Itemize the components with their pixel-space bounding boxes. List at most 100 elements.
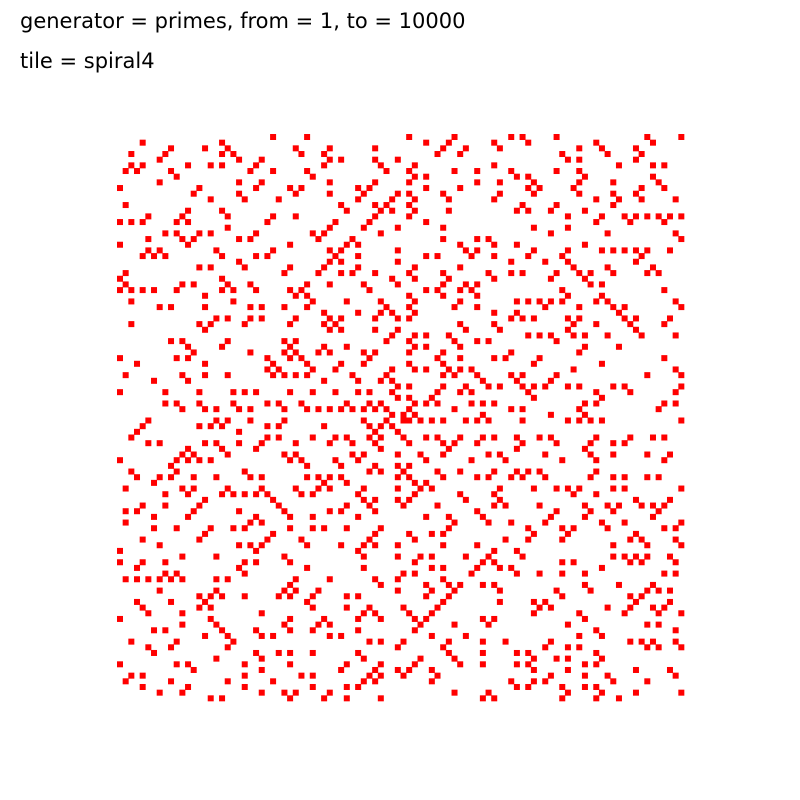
prime-cell bbox=[168, 678, 175, 685]
prime-cell bbox=[666, 553, 673, 560]
prime-cell bbox=[530, 383, 537, 390]
prime-cell bbox=[428, 666, 435, 673]
prime-cell bbox=[298, 672, 305, 679]
prime-cell bbox=[321, 479, 328, 486]
prime-cell bbox=[355, 627, 362, 634]
prime-cell bbox=[253, 491, 260, 498]
prime-cell bbox=[406, 610, 413, 617]
prime-cell bbox=[343, 207, 350, 214]
prime-cell bbox=[678, 610, 685, 617]
prime-cell bbox=[162, 400, 169, 407]
prime-cell bbox=[462, 326, 469, 333]
prime-cell bbox=[162, 570, 169, 577]
prime-cell bbox=[360, 678, 367, 685]
prime-cell bbox=[326, 349, 333, 356]
prime-cell bbox=[190, 281, 197, 288]
prime-cell bbox=[491, 559, 498, 566]
prime-cell bbox=[417, 553, 424, 560]
prime-cell bbox=[587, 440, 594, 447]
prime-cell bbox=[321, 615, 328, 622]
prime-cell bbox=[315, 485, 322, 492]
prime-cell bbox=[394, 281, 401, 288]
prime-cell bbox=[655, 270, 662, 277]
prime-cell bbox=[655, 610, 662, 617]
prime-cell bbox=[581, 502, 588, 509]
prime-cell bbox=[258, 304, 265, 311]
prime-cell bbox=[389, 207, 396, 214]
prime-cell bbox=[270, 678, 277, 685]
prime-cell bbox=[219, 287, 226, 294]
prime-cell bbox=[457, 491, 464, 498]
prime-cell bbox=[547, 230, 554, 237]
prime-cell bbox=[491, 434, 498, 441]
prime-cell bbox=[287, 264, 294, 271]
prime-cell bbox=[587, 451, 594, 458]
prime-cell bbox=[343, 434, 350, 441]
prime-cell bbox=[581, 661, 588, 668]
prime-cell bbox=[281, 406, 288, 413]
prime-cell bbox=[564, 621, 571, 628]
prime-cell bbox=[610, 474, 617, 481]
prime-cell bbox=[406, 474, 413, 481]
prime-cell bbox=[423, 434, 430, 441]
parameters-caption: generator = primes, from = 1, to = 10000 bbox=[20, 9, 466, 33]
prime-cell bbox=[542, 474, 549, 481]
prime-cell bbox=[253, 185, 260, 192]
prime-cell bbox=[570, 332, 577, 339]
prime-cell bbox=[151, 287, 158, 294]
prime-cell bbox=[451, 168, 458, 175]
prime-cell bbox=[338, 202, 345, 209]
prime-cell bbox=[389, 309, 396, 316]
prime-cell bbox=[389, 332, 396, 339]
prime-cell bbox=[281, 270, 288, 277]
prime-cell bbox=[224, 338, 231, 345]
prime-cell bbox=[661, 570, 668, 577]
prime-cell bbox=[366, 638, 373, 645]
prime-cell bbox=[338, 258, 345, 265]
prime-cell bbox=[451, 440, 458, 447]
prime-cell bbox=[581, 173, 588, 180]
prime-cell bbox=[117, 185, 123, 192]
prime-cell bbox=[502, 355, 509, 362]
prime-cell bbox=[559, 683, 566, 690]
prime-cell bbox=[355, 649, 362, 656]
prime-cell bbox=[553, 655, 560, 662]
prime-cell bbox=[156, 689, 163, 696]
prime-cell bbox=[604, 332, 611, 339]
prime-cell bbox=[649, 264, 656, 271]
prime-cell bbox=[219, 139, 226, 146]
prime-cell bbox=[292, 349, 299, 356]
prime-cell bbox=[468, 570, 475, 577]
prime-cell bbox=[513, 434, 520, 441]
prime-cell bbox=[355, 309, 362, 316]
prime-cell bbox=[434, 389, 441, 396]
prime-cell bbox=[485, 270, 492, 277]
prime-cell bbox=[661, 525, 668, 532]
prime-cell bbox=[179, 372, 186, 379]
prime-cell bbox=[326, 406, 333, 413]
prime-cell bbox=[134, 598, 141, 605]
prime-cell bbox=[525, 468, 532, 475]
prime-cell bbox=[593, 627, 600, 634]
prime-cell bbox=[649, 513, 656, 520]
prime-cell bbox=[372, 202, 379, 209]
prime-cell bbox=[394, 496, 401, 503]
prime-cell bbox=[632, 326, 639, 333]
prime-cell bbox=[349, 451, 356, 458]
prime-cell bbox=[117, 661, 123, 668]
prime-cell bbox=[332, 434, 339, 441]
prime-cell bbox=[655, 179, 662, 186]
prime-cell bbox=[196, 185, 203, 192]
prime-cell bbox=[508, 474, 515, 481]
prime-cell bbox=[576, 156, 583, 163]
prime-cell bbox=[196, 536, 203, 543]
prime-cell bbox=[207, 604, 214, 611]
prime-cell bbox=[468, 457, 475, 464]
prime-cell bbox=[128, 434, 135, 441]
prime-cell bbox=[122, 519, 129, 526]
prime-cell bbox=[241, 570, 248, 577]
prime-cell bbox=[411, 173, 418, 180]
prime-cell bbox=[564, 644, 571, 651]
prime-cell bbox=[542, 304, 549, 311]
prime-cell bbox=[519, 553, 526, 560]
